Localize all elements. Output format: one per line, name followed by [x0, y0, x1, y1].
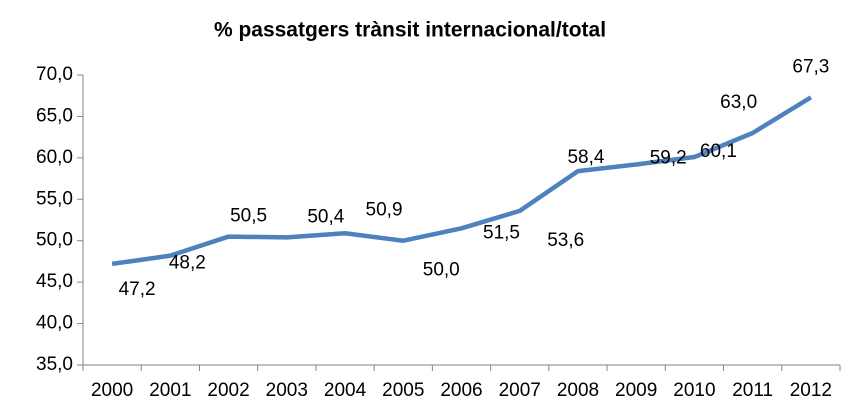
y-tick-label: 50,0 — [36, 230, 73, 251]
data-label: 63,0 — [720, 92, 757, 113]
data-label: 48,2 — [169, 253, 206, 274]
y-tick-label: 55,0 — [36, 188, 73, 209]
data-label: 51,5 — [483, 222, 520, 243]
chart-title: % passatgers trànsit internacional/total — [214, 19, 606, 42]
data-label: 47,2 — [119, 279, 156, 300]
y-tick-label: 35,0 — [36, 354, 73, 375]
data-label: 50,4 — [307, 206, 344, 227]
x-tick-label: 2008 — [557, 380, 599, 401]
data-line — [111, 95, 813, 267]
x-tick-label: 2010 — [673, 380, 715, 401]
x-tick-label: 2001 — [149, 380, 191, 401]
data-label: 59,2 — [650, 148, 687, 169]
x-tick-label: 2009 — [615, 380, 657, 401]
data-label: 58,4 — [567, 147, 604, 168]
x-tick-label: 2006 — [440, 380, 482, 401]
data-label: 50,9 — [366, 199, 403, 220]
data-label: 67,3 — [792, 56, 829, 77]
y-tick-label: 45,0 — [36, 271, 73, 292]
data-label: 60,1 — [700, 141, 737, 162]
x-tick-label: 2007 — [499, 380, 541, 401]
x-tick-label: 2011 — [732, 380, 773, 401]
y-tick-label: 60,0 — [36, 147, 73, 168]
x-tick-label: 2005 — [382, 380, 424, 401]
x-tick-label: 2004 — [324, 380, 367, 401]
y-tick-label: 70,0 — [36, 64, 73, 85]
x-tick-label: 2000 — [91, 380, 133, 401]
data-label: 50,0 — [423, 260, 460, 281]
data-label: 50,5 — [230, 206, 267, 227]
y-tick-label: 40,0 — [36, 313, 73, 334]
data-label: 53,6 — [547, 230, 584, 251]
x-tick-label: 2003 — [266, 380, 308, 401]
x-tick-label: 2012 — [790, 380, 832, 401]
x-tick-label: 2002 — [207, 380, 249, 401]
y-tick-label: 65,0 — [36, 105, 73, 126]
